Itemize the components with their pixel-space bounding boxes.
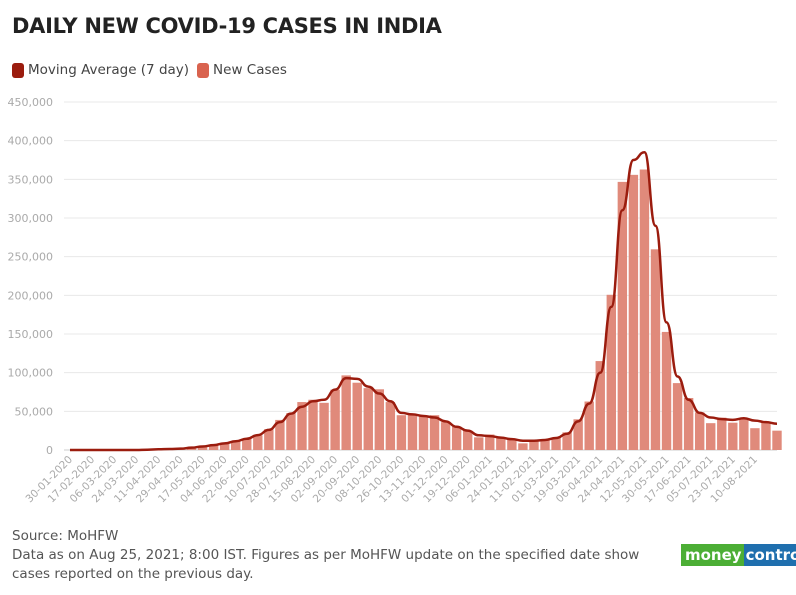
bar-new-cases — [496, 438, 506, 450]
bar-new-cases — [253, 435, 263, 450]
bar-new-cases — [462, 430, 473, 450]
bar-new-cases — [374, 389, 385, 450]
chart-plot: 0 50,000 100,000 150,000 200,000 250,000 300,0… — [8, 96, 782, 505]
logo-part: control — [743, 544, 796, 566]
bar-new-cases — [197, 446, 208, 450]
bar-new-cases — [219, 442, 230, 450]
bar-new-cases — [672, 383, 683, 450]
y-tick-label: 250,000 — [8, 251, 54, 264]
bar-new-cases — [297, 402, 307, 450]
y-tick-label: 450,000 — [8, 96, 54, 109]
bar-new-cases — [330, 389, 340, 450]
bar-new-cases — [418, 415, 429, 450]
bar-new-cases — [595, 361, 605, 450]
bar-new-cases — [385, 402, 396, 450]
y-tick-label: 300,000 — [8, 212, 54, 225]
bar-new-cases — [518, 443, 528, 450]
logo-part: money — [681, 544, 744, 566]
bar-new-cases — [706, 423, 716, 450]
bar-new-cases — [551, 438, 561, 450]
source-text: Source: MoHFW — [12, 528, 119, 544]
y-tick-label: 50,000 — [15, 405, 54, 418]
legend-item-new-cases[interactable]: New Cases — [197, 62, 287, 78]
bar-new-cases — [750, 428, 760, 450]
bar-new-cases — [308, 399, 318, 450]
bar-new-cases — [507, 439, 517, 450]
bar-new-cases — [650, 249, 661, 450]
bar-new-cases — [352, 382, 362, 450]
bar-new-cases — [694, 412, 705, 450]
bar-new-cases — [628, 174, 639, 450]
bar-new-cases — [683, 398, 694, 450]
y-tick-label: 150,000 — [8, 328, 54, 341]
bar-new-cases — [231, 441, 241, 450]
bar-new-cases — [617, 181, 628, 451]
bar-new-cases — [319, 402, 329, 450]
footer: Source: MoHFW Data as on Aug 25, 2021; 8… — [12, 527, 652, 584]
bar-new-cases — [584, 401, 594, 450]
bar-new-cases — [639, 169, 650, 450]
bar-new-cases — [208, 444, 219, 450]
y-tick-label: 0 — [46, 444, 53, 457]
bar-new-cases — [562, 432, 572, 450]
legend-label: Moving Average (7 day) — [28, 62, 190, 78]
y-tick-label: 200,000 — [8, 289, 54, 302]
moneycontrol-logo: moneycontrol — [681, 544, 796, 566]
bar-new-cases — [728, 422, 738, 450]
legend-swatch — [197, 62, 210, 78]
bar-new-cases — [396, 415, 407, 450]
y-tick-label: 400,000 — [8, 135, 54, 148]
bar-new-cases — [474, 437, 484, 450]
y-tick-label: 100,000 — [8, 367, 54, 380]
legend-item-moving-average[interactable]: Moving Average (7 day) — [12, 62, 189, 78]
bar-new-cases — [440, 422, 451, 450]
bar-new-cases — [264, 429, 274, 450]
bar-new-cases — [275, 419, 285, 450]
bar-new-cases — [772, 430, 782, 450]
bar-new-cases — [661, 331, 672, 450]
legend: Moving Average (7 day) New Cases — [12, 62, 287, 78]
moving-average-line — [69, 151, 778, 452]
bar-new-cases — [286, 413, 296, 450]
bar-new-cases — [242, 438, 252, 450]
bar-new-cases — [363, 388, 373, 450]
bar-new-cases — [739, 418, 749, 450]
bar-new-cases — [606, 294, 616, 450]
bar-new-cases — [429, 415, 440, 450]
bar-new-cases — [540, 439, 550, 450]
bar-new-cases — [761, 421, 771, 450]
legend-label: New Cases — [213, 62, 287, 78]
bar-new-cases — [485, 434, 495, 450]
bar-new-cases — [717, 417, 727, 450]
bar-new-cases — [573, 419, 583, 450]
bar-new-cases — [529, 440, 539, 450]
bar-new-cases — [451, 426, 462, 450]
bar-new-cases — [407, 414, 418, 450]
y-tick-label: 350,000 — [8, 173, 54, 186]
note-text: Data as on Aug 25, 2021; 8:00 IST. Figur… — [12, 547, 640, 582]
chart-title: DAILY NEW COVID-19 CASES IN INDIA — [12, 14, 442, 38]
bar-new-cases — [341, 375, 351, 450]
legend-swatch — [12, 62, 24, 78]
